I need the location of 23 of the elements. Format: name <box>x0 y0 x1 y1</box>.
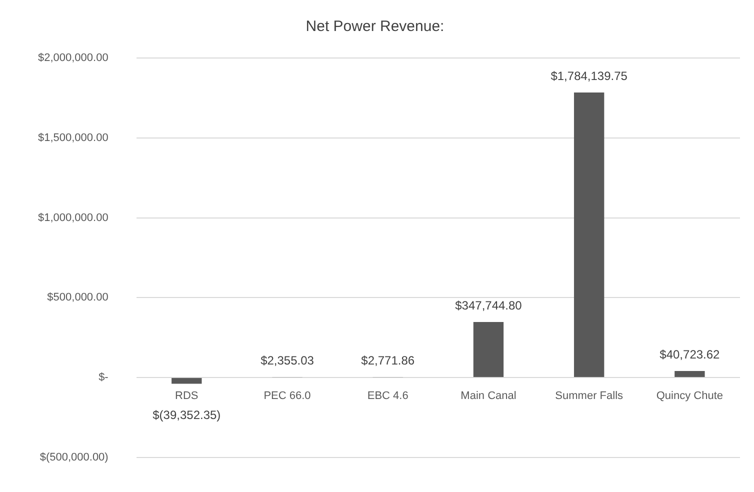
y-tick-label: $(500,000.00) <box>40 451 108 464</box>
data-label: $347,744.80 <box>455 298 522 312</box>
data-label: $2,355.03 <box>260 353 314 368</box>
x-tick-label: Main Canal <box>460 390 516 402</box>
data-label: $2,771.86 <box>361 353 415 368</box>
x-tick-label: EBC 4.6 <box>367 390 408 402</box>
data-label: $(39,352.35) <box>152 408 221 422</box>
chart-title: Net Power Revenue: <box>306 18 444 36</box>
x-tick-label: PEC 66.0 <box>264 390 311 402</box>
y-tick-label: $500,000.00 <box>47 292 108 304</box>
data-label: $1,784,139.75 <box>550 68 628 83</box>
y-tick-label: $1,000,000.00 <box>38 212 108 224</box>
x-tick-label: Summer Falls <box>555 390 624 402</box>
bar <box>473 322 504 378</box>
bar <box>574 92 604 378</box>
x-tick-label: Quincy Chute <box>656 390 724 402</box>
x-tick-label: RDS <box>175 390 198 402</box>
y-tick-label: $- <box>98 372 109 384</box>
data-label: $40,723.62 <box>660 347 720 362</box>
bar <box>674 371 705 378</box>
bar <box>172 378 202 384</box>
y-tick-label: $2,000,000.00 <box>38 52 108 64</box>
y-tick-label: $1,500,000.00 <box>38 132 108 144</box>
